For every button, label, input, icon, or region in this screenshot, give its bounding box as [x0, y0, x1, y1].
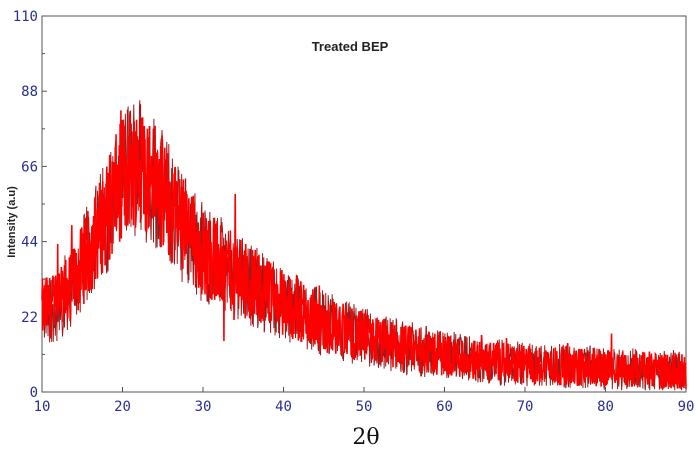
- x-tick-label: 70: [517, 399, 534, 415]
- x-tick-label: 20: [114, 399, 131, 415]
- y-tick-label: 66: [21, 159, 38, 175]
- y-tick-label: 88: [21, 84, 38, 100]
- ticks: 10 20 30 40 50 60 70 80 90 0 22 44 66 88 110: [13, 9, 695, 415]
- y-tick-label: 0: [30, 385, 38, 401]
- y-tick-label: 110: [13, 9, 38, 25]
- y-tick-label: 44: [21, 235, 38, 251]
- y-tick-label: 22: [21, 310, 38, 326]
- chart-title: Treated BEP: [312, 39, 389, 54]
- x-tick-label: 60: [436, 399, 453, 415]
- x-tick-label: 80: [597, 399, 614, 415]
- y-axis-label: Intensity (a.u): [6, 186, 18, 258]
- x-tick-label: 50: [356, 399, 373, 415]
- series-line-treated-bep: [41, 110, 687, 390]
- x-tick-label: 40: [275, 399, 292, 415]
- x-tick-label: 90: [678, 399, 695, 415]
- x-tick-label: 30: [195, 399, 212, 415]
- x-axis-label: 2θ: [352, 425, 379, 450]
- x-tick-label: 10: [34, 399, 51, 415]
